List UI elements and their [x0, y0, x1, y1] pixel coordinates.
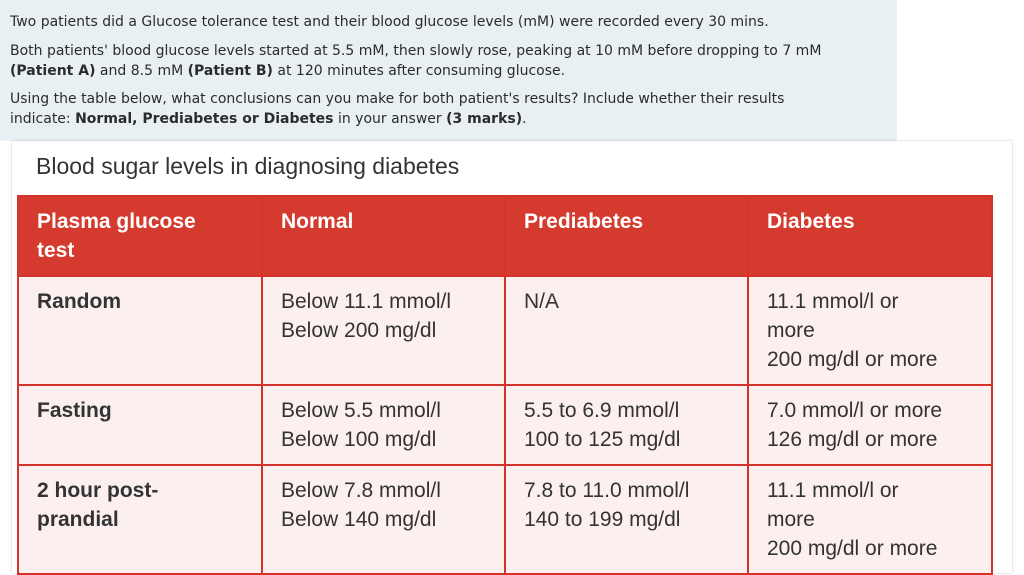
question-intro: Two patients did a Glucose tolerance tes…	[10, 14, 769, 30]
cell-line: prandial	[37, 508, 119, 531]
cell-line: 100 to 125 mg/dl	[524, 428, 681, 451]
cell-line: 200 mg/dl or more	[767, 348, 938, 371]
marks-label: (3 marks)	[446, 111, 523, 127]
table-row-random: Random Below 11.1 mmol/l Below 200 mg/dl…	[17, 275, 993, 386]
cell-line: 11.1 mmol/l or	[767, 479, 899, 502]
cell-line: 7.0 mmol/l or more	[767, 399, 943, 422]
cell-prediabetes: 7.8 to 11.0 mmol/l 140 to 199 mg/dl	[504, 464, 749, 575]
cell-line: 2 hour post-	[37, 479, 159, 502]
cell-line: Below 100 mg/dl	[281, 428, 437, 451]
cell-normal: Below 5.5 mmol/l Below 100 mg/dl	[261, 384, 506, 466]
cell-prediabetes: 5.5 to 6.9 mmol/l 100 to 125 mg/dl	[504, 384, 749, 466]
cell-line: 200 mg/dl or more	[767, 537, 938, 560]
cell-line: N/A	[524, 290, 560, 313]
table-title: Blood sugar levels in diagnosing diabete…	[36, 153, 460, 179]
question-description-line1: Both patients' blood glucose levels star…	[10, 43, 822, 59]
question-panel: Two patients did a Glucose tolerance tes…	[0, 0, 897, 141]
cell-line: Below 5.5 mmol/l	[281, 399, 441, 422]
cell-line: more	[767, 319, 815, 342]
question-text: in your answer	[333, 111, 447, 127]
cell-normal: Below 7.8 mmol/l Below 140 mg/dl	[261, 464, 506, 575]
cell-test: Fasting	[17, 384, 263, 466]
cell-prediabetes: N/A	[504, 275, 749, 386]
cell-test: 2 hour post- prandial	[17, 464, 263, 575]
question-prompt: Using the table below, what conclusions …	[10, 89, 887, 129]
cell-normal: Below 11.1 mmol/l Below 200 mg/dl	[261, 275, 506, 386]
header-plasma-glucose-test: Plasma glucose test	[17, 195, 263, 277]
table-row-2-hour-post-prandial: 2 hour post- prandial Below 7.8 mmol/l B…	[17, 464, 993, 575]
question-text: and 8.5 mM	[95, 63, 188, 79]
cell-diabetes: 11.1 mmol/l or more 200 mg/dl or more	[747, 464, 993, 575]
cell-line: Below 7.8 mmol/l	[281, 479, 441, 502]
cell-line: Below 140 mg/dl	[281, 508, 437, 531]
cell-line: 140 to 199 mg/dl	[524, 508, 681, 531]
question-text: indicate:	[10, 111, 76, 127]
cell-line: Below 11.1 mmol/l	[281, 290, 452, 313]
cell-line: Random	[37, 290, 121, 313]
table-header-row: Plasma glucose test Normal Prediabetes D…	[17, 195, 993, 277]
question-prompt-line1: Using the table below, what conclusions …	[10, 91, 785, 107]
cell-diabetes: 7.0 mmol/l or more 126 mg/dl or more	[747, 384, 993, 466]
glucose-levels-table: Plasma glucose test Normal Prediabetes D…	[17, 195, 993, 575]
cell-line: 7.8 to 11.0 mmol/l	[524, 479, 690, 502]
answer-options: Normal, Prediabetes or Diabetes	[75, 111, 334, 127]
question-text: .	[522, 111, 527, 127]
cell-line: more	[767, 508, 815, 531]
cell-line: 5.5 to 6.9 mmol/l	[524, 399, 680, 422]
cell-line: 11.1 mmol/l or	[767, 290, 899, 313]
question-text: at 120 minutes after consuming glucose.	[272, 63, 566, 79]
header-prediabetes: Prediabetes	[504, 195, 749, 277]
patient-b-label: (Patient B)	[187, 63, 273, 79]
question-description: Both patients' blood glucose levels star…	[10, 41, 887, 81]
header-normal: Normal	[261, 195, 506, 277]
cell-diabetes: 11.1 mmol/l or more 200 mg/dl or more	[747, 275, 993, 386]
table-row-fasting: Fasting Below 5.5 mmol/l Below 100 mg/dl…	[17, 384, 993, 466]
header-diabetes: Diabetes	[747, 195, 993, 277]
header-line: test	[37, 239, 75, 262]
cell-line: Below 200 mg/dl	[281, 319, 437, 342]
cell-line: Fasting	[37, 399, 112, 422]
cell-test: Random	[17, 275, 263, 386]
patient-a-label: (Patient A)	[10, 63, 96, 79]
cell-line: 126 mg/dl or more	[767, 428, 938, 451]
header-line: Plasma glucose	[37, 210, 196, 233]
